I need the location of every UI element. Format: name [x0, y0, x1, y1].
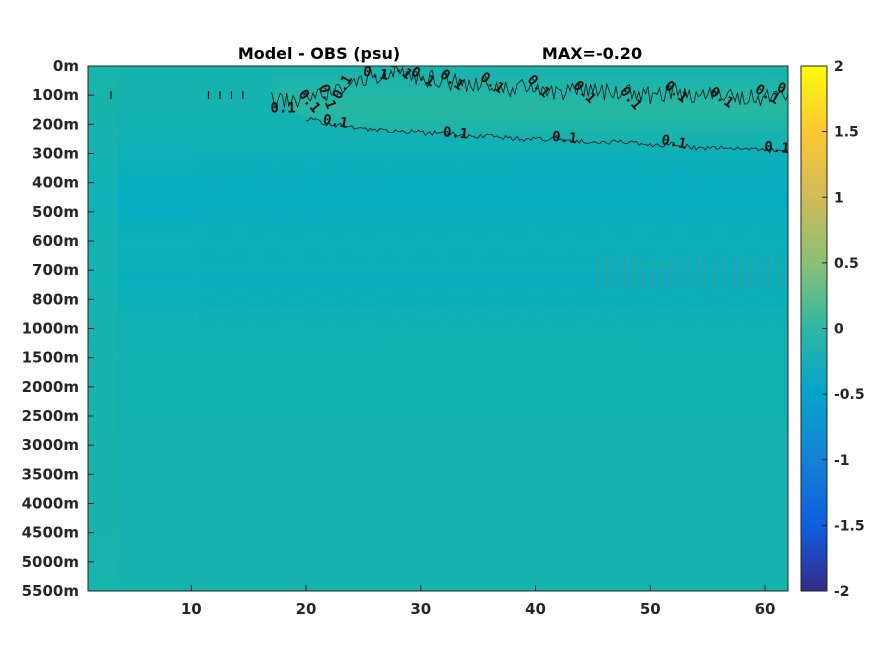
y-tick-label: 4000m: [22, 495, 79, 513]
x-tick-label: 30: [410, 600, 431, 618]
heatmap-deep-band: [88, 240, 788, 320]
y-tick-label: 5000m: [22, 553, 79, 571]
max-annotation: MAX=-0.20: [542, 44, 642, 63]
x-tick-label: 20: [296, 600, 317, 618]
y-tick-label: 400m: [32, 174, 79, 192]
chart-title: Model - OBS (psu): [238, 44, 400, 63]
colorbar-tick-label: 1.5: [834, 125, 859, 141]
y-tick-label: 200m: [32, 115, 79, 133]
heatmap-texture: [199, 150, 788, 330]
heatmap-plot-area: 0.1 0.10.10.1 0.10.10.1 0.1 0.1 0.1 0.1 0.1 0.1 0…: [88, 64, 791, 591]
y-tick-label: 1500m: [22, 349, 79, 367]
colorbar-tick-label: -1.5: [834, 518, 865, 534]
x-tick-label: 50: [640, 600, 661, 618]
y-tick-label: 3500m: [22, 465, 79, 483]
x-axis-ticks: 10 20 30 40 50 60: [181, 585, 776, 618]
contour-line-upper: [271, 66, 788, 109]
y-tick-label: 3000m: [22, 436, 79, 454]
heatmap-positive-shallow-band: [270, 66, 788, 150]
x-tick-label: 40: [525, 600, 546, 618]
y-axis-ticks: 0m 100m 200m 300m 400m 500m 600m 700m 800m 1000m 1…: [22, 57, 94, 600]
y-tick-label: 0m: [53, 57, 79, 75]
contour-label: 0.1: [551, 129, 578, 147]
x-tick-label: 60: [755, 600, 776, 618]
y-tick-label: 5500m: [22, 582, 79, 600]
colorbar-tick-label: 0: [834, 322, 844, 338]
y-tick-label: 2000m: [22, 378, 79, 396]
y-tick-label: 1000m: [22, 320, 79, 338]
y-tick-label: 2500m: [22, 407, 79, 425]
y-tick-label: 500m: [32, 203, 79, 221]
colorbar-tick-label: -1: [834, 453, 850, 469]
contour-label: 0.1: [660, 132, 688, 152]
contour-line-lower: [305, 117, 788, 154]
contour-label: 0.1: [442, 124, 469, 142]
colorbar-ticks: 2 1.5 1 0.5 0 -0.5 -1 -1.5 -2: [822, 59, 865, 600]
contour-label: 0.1: [764, 139, 791, 157]
y-tick-label: 700m: [32, 261, 79, 279]
heatmap-mid-depth-band: [88, 150, 788, 250]
contour-label: 0.1: [362, 64, 390, 84]
colorbar-tick-label: -0.5: [834, 387, 865, 403]
y-tick-label: 4500m: [22, 524, 79, 542]
colorbar-tick-label: 1: [834, 190, 844, 206]
y-tick-label: 300m: [32, 145, 79, 163]
contour-lines: [110, 66, 788, 154]
colorbar-tick-label: -2: [834, 584, 850, 600]
contour-label: 0.1: [322, 112, 350, 132]
colorbar-tick-label: 0.5: [834, 256, 859, 272]
contour-label: 0.1: [270, 101, 295, 117]
x-tick-label: 10: [181, 600, 202, 618]
y-tick-label: 100m: [32, 86, 79, 104]
y-tick-label: 800m: [32, 290, 79, 308]
y-tick-label: 600m: [32, 232, 79, 250]
colorbar-tick-label: 2: [834, 59, 844, 75]
